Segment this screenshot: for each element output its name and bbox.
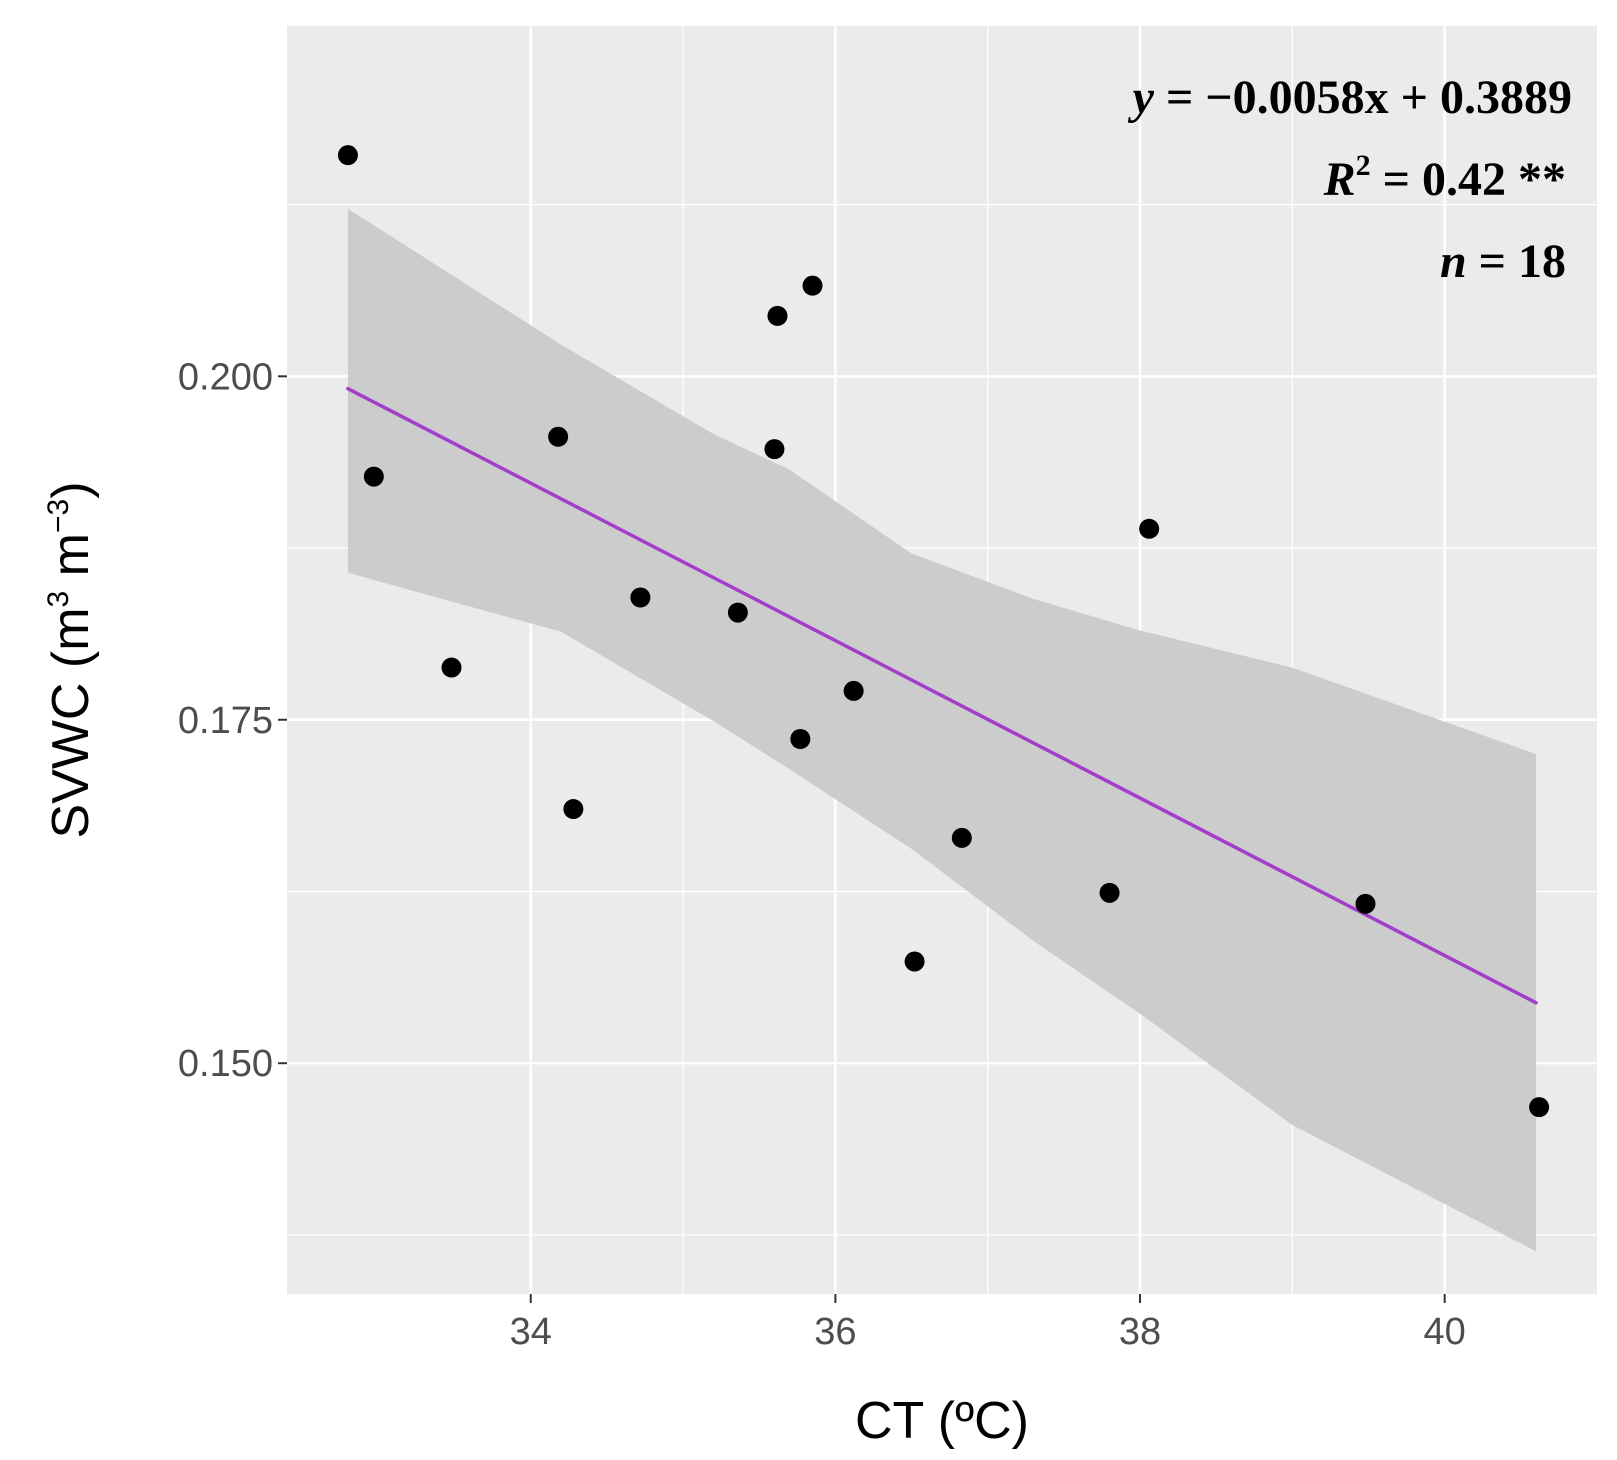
data-point-5 (563, 799, 584, 820)
r-squared-annotation: R2 = 0.42 ** (1323, 149, 1566, 206)
data-point-7 (727, 602, 748, 623)
data-point-15 (1099, 882, 1120, 903)
x-tick-label: 40 (1424, 1311, 1466, 1353)
x-tick-label: 36 (814, 1311, 856, 1353)
data-point-17 (1355, 893, 1376, 914)
x-axis-title: CT (ºC) (855, 1392, 1029, 1450)
y-axis-ticks: 0.150 0.175 0.200 (178, 356, 287, 1085)
y-tick-label: 0.150 (178, 1043, 273, 1085)
sample-size-n: n (1440, 235, 1467, 288)
y-axis-title-mid: m (42, 533, 100, 591)
data-points (337, 145, 1550, 1118)
sample-size-rest: = 18 (1467, 235, 1566, 288)
y-axis-title: SVWC (m3 m−3) (42, 481, 100, 838)
data-point-11 (802, 275, 823, 296)
y-axis-title-base: SVWC (m (42, 607, 100, 838)
equation-annotation: y = −0.0058x + 0.3889 (1128, 71, 1572, 124)
y-axis-title-exp1: 3 (42, 591, 75, 608)
y-tick-label: 0.175 (178, 700, 273, 742)
r-squared-rest: = 0.42 ** (1371, 153, 1566, 206)
x-axis-ticks: 34 36 38 40 (510, 1294, 1466, 1353)
data-point-6 (630, 587, 651, 608)
data-point-18 (1529, 1097, 1550, 1118)
data-point-16 (1139, 518, 1160, 539)
y-axis-title-exp2: −3 (42, 499, 75, 533)
data-point-12 (843, 680, 864, 701)
data-point-10 (790, 728, 811, 749)
data-point-4 (548, 426, 569, 447)
r-squared-r: R (1323, 153, 1356, 206)
data-point-13 (904, 951, 925, 972)
data-point-9 (767, 305, 788, 326)
equation-y-var: y (1128, 71, 1155, 124)
equation-rest: = −0.0058x + 0.3889 (1154, 71, 1572, 124)
data-point-2 (363, 466, 384, 487)
r-squared-sup: 2 (1356, 149, 1371, 182)
sample-size-annotation: n = 18 (1440, 235, 1566, 288)
data-point-8 (764, 439, 785, 460)
x-tick-label: 38 (1119, 1311, 1161, 1353)
data-point-14 (951, 827, 972, 848)
confidence-band (347, 208, 1537, 1252)
regression-line (346, 386, 1538, 1005)
data-point-3 (441, 657, 462, 678)
x-tick-label: 34 (510, 1311, 552, 1353)
y-axis-title-end: ) (42, 481, 100, 498)
data-point-1 (337, 145, 358, 166)
y-tick-label: 0.200 (178, 356, 273, 398)
